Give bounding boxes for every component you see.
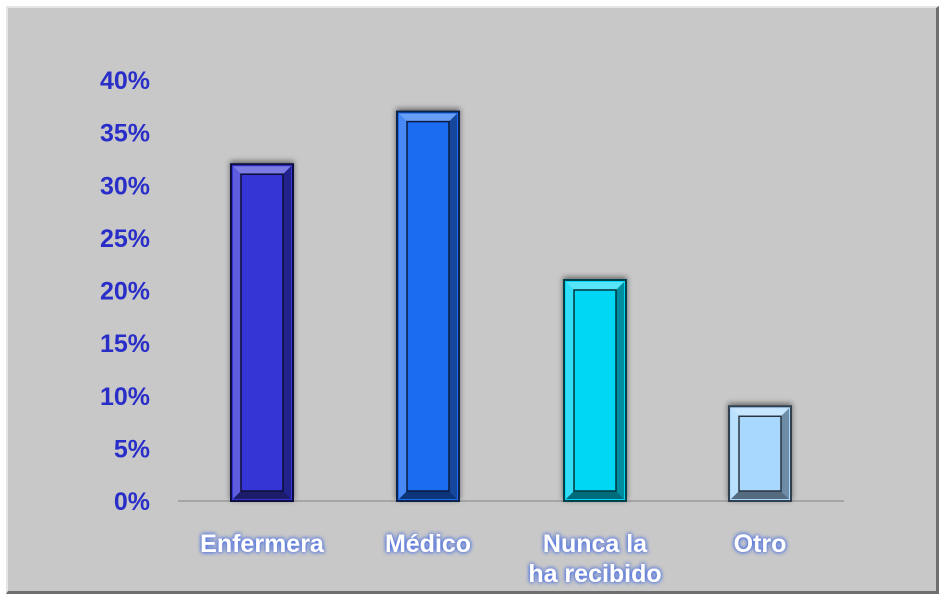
bar <box>396 110 460 502</box>
y-tick-label: 30% <box>100 172 150 200</box>
bar <box>563 278 627 502</box>
y-tick-label: 20% <box>100 278 150 306</box>
y-tick-label: 40% <box>100 67 150 95</box>
bar <box>230 163 294 502</box>
y-tick-label: 15% <box>100 330 150 358</box>
bar <box>728 405 792 502</box>
y-tick-label: 35% <box>100 120 150 148</box>
x-tick-label: Enfermera <box>200 530 325 558</box>
x-tick-label: Otro <box>734 530 787 558</box>
y-tick-label: 10% <box>100 383 150 411</box>
y-tick-label: 25% <box>100 225 150 253</box>
x-axis-labels: Enfermera Médico Nunca la ha recibido Otro <box>200 530 786 588</box>
x-tick-label: Nunca la ha recibido <box>528 530 661 588</box>
x-tick-label: Médico <box>385 530 471 558</box>
y-tick-label: 5% <box>114 435 150 463</box>
bars <box>230 110 792 502</box>
y-axis-ticks: 0% 5% 10% 15% 20% 25% 30% 35% 40% <box>100 67 150 516</box>
y-tick-label: 0% <box>114 488 150 516</box>
